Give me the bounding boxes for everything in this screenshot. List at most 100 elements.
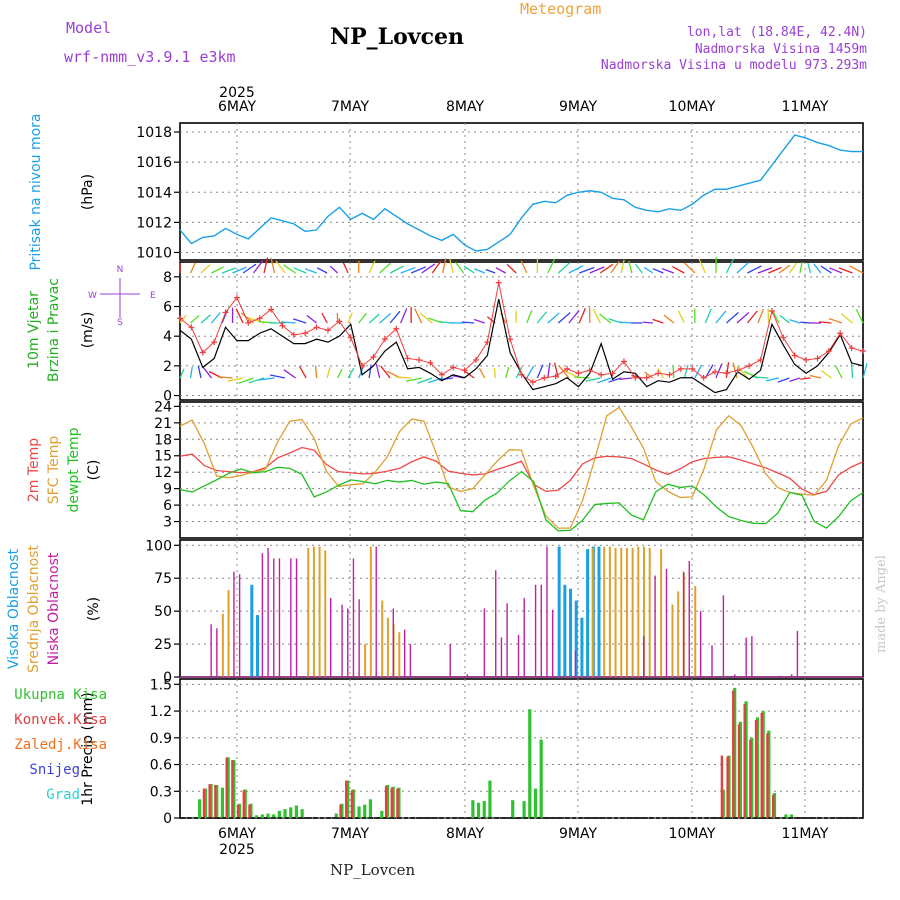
wind-gust-marker [860,348,866,355]
precip-total-bar [289,807,293,818]
wind-gust-marker [324,327,331,334]
wind-gust-marker [461,367,468,374]
wind-arrow [820,265,832,274]
low-cloud-bar [409,644,412,677]
wind-arrow [473,318,485,324]
mid-cloud-bar [381,600,384,677]
cloud-axis-title-b: Srednja Oblacnost [26,545,42,673]
precip-conv-bar [384,785,388,818]
precip-conv-bar [754,719,758,818]
top-year-label: 2025 [219,85,255,101]
precip-total-bar [334,813,338,818]
wind-arrow [597,377,612,384]
wind-arrow [431,259,442,274]
wind-gust-marker [837,330,844,337]
wind-gust-marker [598,371,605,378]
low-cloud-bar [329,597,332,677]
model-label: Model [66,19,112,37]
precip-total-bar [744,701,748,818]
wind-gust-marker [302,330,309,337]
precip-total-bar [790,814,794,818]
temp-axis-title-c: dewpt Temp [66,427,82,512]
precip-total-bar [226,757,230,818]
wind-gust-marker [359,362,366,369]
wind-arrow [455,261,465,274]
precip-conv-bar [225,757,228,818]
wind-arrow [725,311,739,324]
low-cloud-bar [722,595,725,677]
precip-conv-bar [726,756,729,818]
mid-cloud-bar [614,547,617,677]
wind-arrow [337,368,343,379]
wind-arrow [619,377,632,381]
wind-arrow [585,377,601,382]
wind-gust-marker [347,334,354,341]
precip-total-bar [511,800,515,818]
wind-gust-marker [438,371,445,378]
panel-frame [179,401,864,539]
precip-total-bar [260,814,264,818]
y-tick-label: 1012 [136,215,172,231]
wind-arrow [547,312,560,324]
wind-arrow [807,262,812,274]
high-cloud-bar [557,546,561,677]
precip-total-bar [220,787,225,818]
wind-arrow [592,309,601,324]
low-cloud-bar [540,584,542,677]
wind-arrow [536,311,547,324]
wind-arrow [526,365,535,379]
precip-conv-bar [231,760,234,818]
wind-arrow [547,362,551,379]
wind-arrow [242,263,257,274]
wind-arrow [661,267,675,274]
wind-arrow [197,365,202,379]
wind-arrow [347,367,355,379]
precip-total-bar [368,799,373,818]
precip-total-bar [391,786,395,818]
low-cloud-bar [574,650,577,677]
low-cloud-bar [347,608,349,677]
precip-total-bar [254,815,259,818]
wind-arrow [395,376,412,379]
wind-arrow [275,260,286,274]
wind-arrow [380,365,391,379]
precip-conv-bar [766,733,769,818]
low-cloud-bar [375,546,377,677]
wind-gust-marker [290,331,297,338]
wind-arrow [813,263,822,274]
top-day-label: 9MAY [559,99,597,115]
mid-cloud-bar [227,590,230,677]
lonlat-label: lon,lat (18.84E, 42.4N) [686,25,867,40]
wind-arrow [779,314,790,324]
bottom-day-label: 8MAY [446,826,484,842]
wind-arrow [461,321,475,324]
legend-total-rain: Ukupna Kisa [14,687,107,703]
cloud-unit-label: (%) [86,597,102,621]
wind-gust-marker [507,336,514,343]
wind-gust-marker [620,358,627,365]
low-cloud-bar [517,634,520,677]
wind-arrow [293,318,307,324]
precip-conv-bar [202,788,206,818]
low-cloud-bar [449,644,451,677]
wind-gust-marker [393,325,400,332]
wind-arrow [375,363,381,379]
wind-gust-marker [586,367,593,374]
wind-arrow [263,257,269,274]
low-cloud-bar [483,608,486,677]
wind-arrow [421,263,436,274]
precip-total-bar [522,801,526,818]
precip-total-bar [249,803,253,818]
wind-arrow [321,312,328,324]
precip-total-bar [277,810,281,818]
mid-cloud-bar [324,550,327,677]
precip-total-bar [721,789,725,818]
wind-arrow [768,266,782,274]
wind-arrow [757,267,773,274]
wind-arrow [329,265,339,274]
pressure-line [179,134,863,252]
y-tick-label: 3 [163,515,172,531]
wind-arrow [449,258,454,274]
y-tick-label: 18 [154,432,172,448]
wind-arrow [694,364,703,379]
